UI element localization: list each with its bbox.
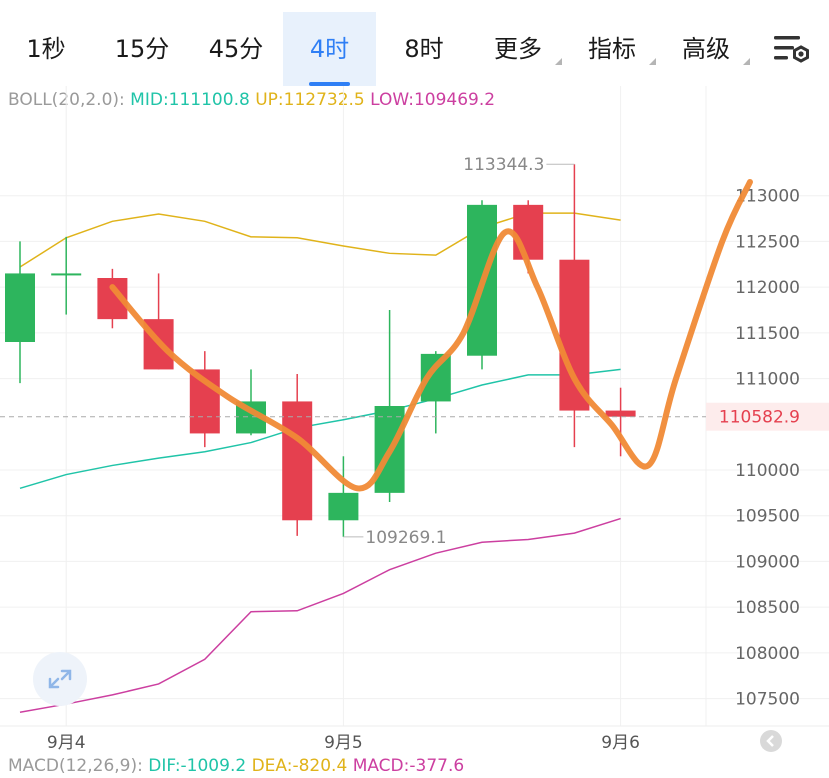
macd-macd-value: MACD:-377.6	[352, 756, 465, 776]
macd-dif-value: DIF:-1009.2	[148, 756, 247, 776]
candle	[559, 164, 590, 448]
tab-indicators[interactable]: 指标	[578, 12, 656, 86]
candle-body	[559, 259, 590, 411]
tab-45m[interactable]: 45分	[190, 12, 282, 86]
y-tick-label: 111500	[735, 324, 800, 344]
boll-indicator-header: BOLL(20,2.0): MID:111100.8 UP:112732.5 L…	[8, 90, 495, 110]
hand-drawn-annotation	[109, 179, 753, 492]
y-tick-label: 109500	[735, 507, 800, 527]
active-tab-indicator	[309, 82, 350, 86]
y-tick-label: 112000	[735, 278, 800, 298]
y-tick-label: 108500	[735, 598, 800, 618]
min-price-label: 109269.1	[365, 528, 446, 548]
y-tick-label: 110000	[735, 461, 800, 481]
macd-dea-value: DEA:-820.4	[251, 756, 348, 776]
boll-low-value: LOW:109469.2	[370, 90, 496, 110]
candle-body	[605, 410, 636, 417]
tab-more[interactable]: 更多	[484, 12, 562, 86]
tab-15m[interactable]: 15分	[96, 12, 188, 86]
tab-4h[interactable]: 4时	[283, 12, 376, 86]
price-chart[interactable]: 113000 112500 112000 111500 111000 110000 1095…	[0, 86, 829, 756]
chevron-left-icon	[766, 735, 774, 747]
y-tick-label: 107500	[735, 690, 800, 710]
timeframe-tab-bar: 1秒 15分 45分 4时 8时 更多 指标 高级	[0, 0, 829, 86]
tab-label: 1秒	[26, 35, 66, 63]
candle	[605, 387, 636, 457]
x-tick-label: 9月5	[324, 733, 363, 753]
tab-label: 15分	[114, 35, 170, 63]
current-price-label: 110582.9	[719, 408, 800, 428]
boll-mid-value: MID:111100.8	[130, 90, 250, 110]
tab-label: 45分	[208, 35, 264, 63]
candle-body	[328, 492, 359, 521]
macd-indicator-header: MACD(12,26,9): DIF:-1009.2 DEA:-820.4 MA…	[8, 756, 464, 776]
candle-body	[513, 204, 544, 260]
boll-mid-line	[19, 368, 621, 490]
macd-label: MACD(12,26,9):	[8, 756, 143, 776]
boll-lower-line	[19, 517, 621, 714]
y-tick-label: 108000	[735, 644, 800, 664]
candle-body	[282, 401, 313, 521]
dropdown-corner-icon	[743, 58, 750, 65]
x-tick-label: 9月6	[601, 733, 640, 753]
expand-button[interactable]	[33, 652, 87, 706]
tab-label: 更多	[494, 35, 542, 63]
scroll-to-latest-button[interactable]	[760, 730, 782, 752]
y-tick-label: 113000	[735, 187, 800, 207]
dropdown-corner-icon	[555, 58, 562, 65]
y-tick-label: 109000	[735, 552, 800, 572]
candle	[5, 241, 35, 384]
candle	[51, 236, 82, 315]
max-price-label: 113344.3	[463, 155, 544, 175]
candle	[282, 374, 313, 536]
candle	[328, 456, 359, 537]
candle	[189, 351, 220, 448]
candle-body	[5, 273, 35, 342]
tab-label: 8时	[404, 35, 444, 63]
candle	[513, 200, 544, 274]
candle-body	[51, 273, 82, 276]
y-tick-label: 111000	[735, 370, 800, 390]
tab-8h[interactable]: 8时	[384, 12, 464, 86]
tab-label: 高级	[682, 35, 730, 63]
tab-label: 4时	[309, 35, 350, 63]
chart-settings-icon[interactable]	[770, 30, 814, 70]
x-tick-label: 9月4	[47, 733, 86, 753]
boll-up-value: UP:112732.5	[255, 90, 365, 110]
tab-1s[interactable]: 1秒	[10, 12, 82, 86]
dropdown-corner-icon	[649, 58, 656, 65]
tab-advanced[interactable]: 高级	[672, 12, 750, 86]
y-tick-label: 112500	[735, 232, 800, 252]
expand-icon	[48, 669, 72, 689]
tab-label: 指标	[588, 35, 636, 63]
current-price-tag	[706, 402, 829, 431]
